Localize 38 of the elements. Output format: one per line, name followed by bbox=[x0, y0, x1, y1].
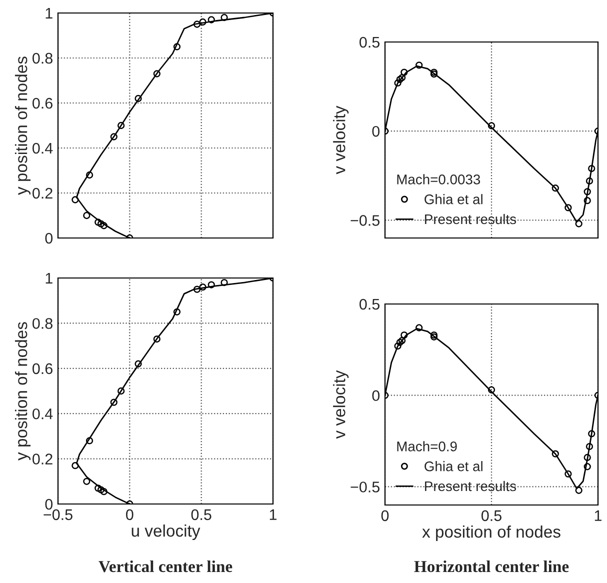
legend-title: Mach=0.9 bbox=[397, 441, 457, 452]
y-tick-label: 0.2 bbox=[32, 454, 52, 464]
y-tick-label: 0.8 bbox=[32, 318, 52, 329]
y-tick-label: 0.5 bbox=[360, 298, 380, 310]
legend-title: Mach=0.0033 bbox=[397, 174, 480, 184]
x-tick-label: 1 bbox=[270, 509, 277, 520]
y-tick-label: 0.5 bbox=[360, 36, 380, 48]
y-tick-label: 0.4 bbox=[32, 408, 53, 420]
y-tick-label: 0.6 bbox=[32, 98, 52, 109]
y-tick-label: 1 bbox=[46, 8, 52, 19]
y-tick-label: 0.4 bbox=[32, 142, 53, 154]
y-tick-label: 0 bbox=[45, 232, 53, 244]
y-axis-title: v velocity bbox=[333, 370, 349, 439]
y-tick-label: −0.5 bbox=[350, 215, 380, 226]
text: Vertical center line bbox=[98, 560, 232, 572]
y-tick-label: 0 bbox=[372, 390, 380, 402]
y-axis-title: v velocity bbox=[333, 106, 349, 174]
y-tick-label: 0 bbox=[45, 498, 53, 510]
legend-label: Ghia et al bbox=[424, 461, 482, 472]
legend-label: Present results bbox=[425, 480, 516, 492]
x-tick-label: 0.5 bbox=[191, 509, 212, 520]
x-tick-label: 0.5 bbox=[481, 510, 502, 522]
y-tick-label: 1 bbox=[46, 273, 52, 284]
x-axis-title: u velocity bbox=[132, 524, 200, 540]
x-axis-title: x position of nodes bbox=[422, 525, 560, 542]
x-tick-label: 1 bbox=[594, 510, 602, 521]
x-tick-label: 0 bbox=[126, 509, 134, 520]
y-tick-label: 0.8 bbox=[32, 52, 52, 64]
y-tick-label: −0.5 bbox=[350, 482, 380, 492]
text: Horizontal center line bbox=[414, 560, 569, 572]
x-tick-label: 0 bbox=[381, 510, 389, 522]
y-axis-title: y position of nodes bbox=[14, 322, 31, 460]
legend-label: Ghia et al bbox=[424, 194, 482, 204]
y-tick-label: 0 bbox=[372, 126, 380, 137]
y-tick-label: 0.2 bbox=[32, 188, 52, 199]
legend-label: Present results bbox=[425, 214, 516, 224]
y-tick-label: 0.6 bbox=[32, 363, 52, 374]
y-axis-title: y position of nodes bbox=[14, 56, 31, 195]
